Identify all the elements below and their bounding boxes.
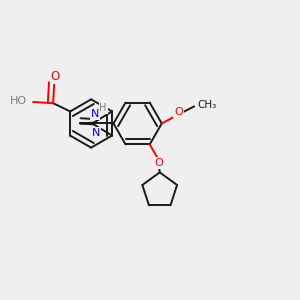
Text: O: O bbox=[51, 70, 60, 83]
Text: O: O bbox=[174, 107, 183, 117]
Text: HO: HO bbox=[10, 96, 27, 106]
Text: O: O bbox=[155, 158, 164, 168]
Text: N: N bbox=[91, 110, 99, 119]
Text: CH₃: CH₃ bbox=[198, 100, 217, 110]
Text: N: N bbox=[92, 128, 100, 138]
Text: H: H bbox=[100, 103, 107, 113]
